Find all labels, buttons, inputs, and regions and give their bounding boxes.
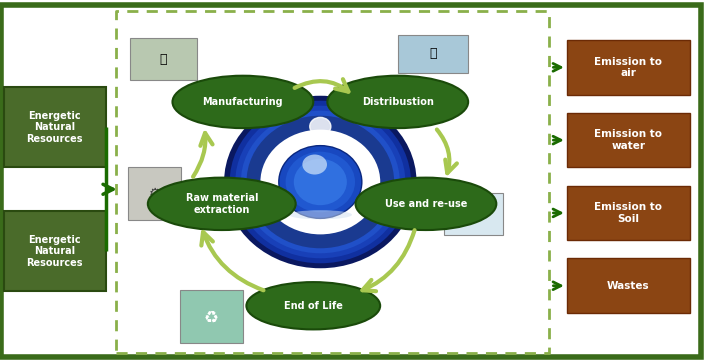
Ellipse shape [356, 178, 496, 230]
Ellipse shape [279, 146, 361, 218]
Text: ♻: ♻ [203, 308, 219, 326]
Text: Emission to
air: Emission to air [594, 56, 662, 78]
FancyBboxPatch shape [567, 40, 690, 95]
FancyBboxPatch shape [180, 290, 243, 343]
Text: Energetic
Natural
Resources: Energetic Natural Resources [26, 234, 83, 268]
Text: Wastes: Wastes [607, 281, 650, 291]
Text: Energetic
Natural
Resources: Energetic Natural Resources [26, 111, 83, 144]
Ellipse shape [289, 210, 352, 219]
FancyBboxPatch shape [567, 186, 690, 240]
Ellipse shape [148, 178, 296, 230]
Text: 🚛: 🚛 [429, 47, 436, 60]
Ellipse shape [257, 126, 384, 238]
FancyBboxPatch shape [567, 113, 690, 167]
Text: ⚙: ⚙ [149, 187, 161, 201]
FancyBboxPatch shape [4, 211, 106, 291]
Text: Manufacturing: Manufacturing [203, 97, 283, 107]
Text: Use and re-use: Use and re-use [384, 199, 467, 209]
FancyBboxPatch shape [4, 87, 106, 167]
FancyBboxPatch shape [130, 38, 197, 80]
Ellipse shape [255, 201, 276, 219]
FancyBboxPatch shape [567, 258, 690, 313]
Text: Distribustion: Distribustion [362, 97, 434, 107]
Ellipse shape [279, 146, 361, 218]
Text: End of Life: End of Life [284, 301, 343, 311]
Ellipse shape [239, 111, 401, 253]
Text: Raw material
extraction: Raw material extraction [186, 193, 258, 215]
Ellipse shape [365, 201, 386, 219]
Ellipse shape [286, 152, 355, 212]
FancyBboxPatch shape [398, 35, 468, 73]
FancyBboxPatch shape [1, 5, 701, 357]
Ellipse shape [294, 159, 347, 205]
FancyBboxPatch shape [128, 167, 181, 220]
Ellipse shape [310, 117, 331, 135]
Ellipse shape [302, 154, 327, 174]
FancyBboxPatch shape [444, 193, 503, 235]
Ellipse shape [246, 282, 380, 329]
Text: Emission to
water: Emission to water [594, 129, 662, 151]
Text: 🏭: 🏭 [160, 53, 167, 66]
Text: 🛒: 🛒 [469, 207, 477, 221]
Ellipse shape [327, 76, 468, 128]
Ellipse shape [275, 142, 366, 222]
Ellipse shape [172, 76, 313, 128]
Text: Emission to
Soil: Emission to Soil [594, 202, 662, 224]
